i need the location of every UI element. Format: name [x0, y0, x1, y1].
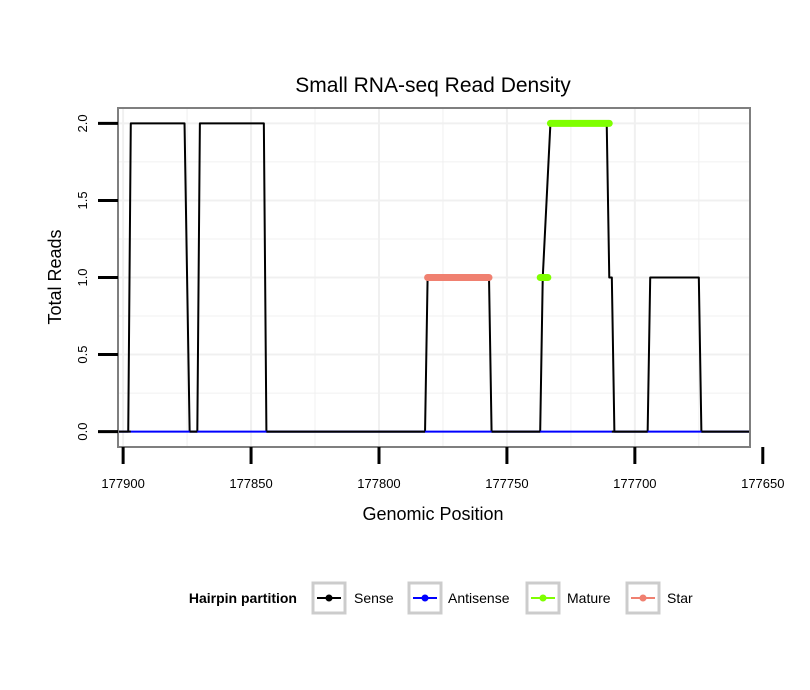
legend-label-star: Star	[667, 590, 693, 606]
legend-key-dot-star	[639, 594, 647, 602]
x-tick-label: 177850	[229, 476, 272, 491]
y-axis-title: Total Reads	[45, 229, 65, 324]
y-tick-label: 0.5	[75, 346, 90, 364]
chart-title: Small RNA-seq Read Density	[295, 74, 571, 97]
x-tick-label: 177900	[101, 476, 144, 491]
legend-label-mature: Mature	[567, 590, 611, 606]
x-tick-label: 177800	[357, 476, 400, 491]
x-tick-label: 177750	[485, 476, 528, 491]
legend-label-antisense: Antisense	[448, 590, 510, 606]
legend-label-sense: Sense	[354, 590, 394, 606]
x-axis-title: Genomic Position	[362, 504, 503, 524]
y-tick-label: 2.0	[75, 114, 90, 132]
legend-title: Hairpin partition	[189, 590, 297, 606]
series-layer	[118, 119, 750, 433]
y-tick-label: 1.5	[75, 191, 90, 209]
legend-key-dot-antisense	[421, 594, 429, 602]
y-tick-label: 0.0	[75, 423, 90, 441]
legend: Hairpin partition Sense Antisense Mature St…	[189, 581, 693, 615]
y-tick-label: 1.0	[75, 268, 90, 286]
x-tick-label: 177650	[741, 476, 784, 491]
x-tick-label: 177700	[613, 476, 656, 491]
legend-key-dot-mature	[539, 594, 547, 602]
axis-layer: 177900 177850 177800 177750 177700 177650 0.0 0…	[75, 114, 784, 491]
legend-key-dot-sense	[325, 594, 333, 602]
